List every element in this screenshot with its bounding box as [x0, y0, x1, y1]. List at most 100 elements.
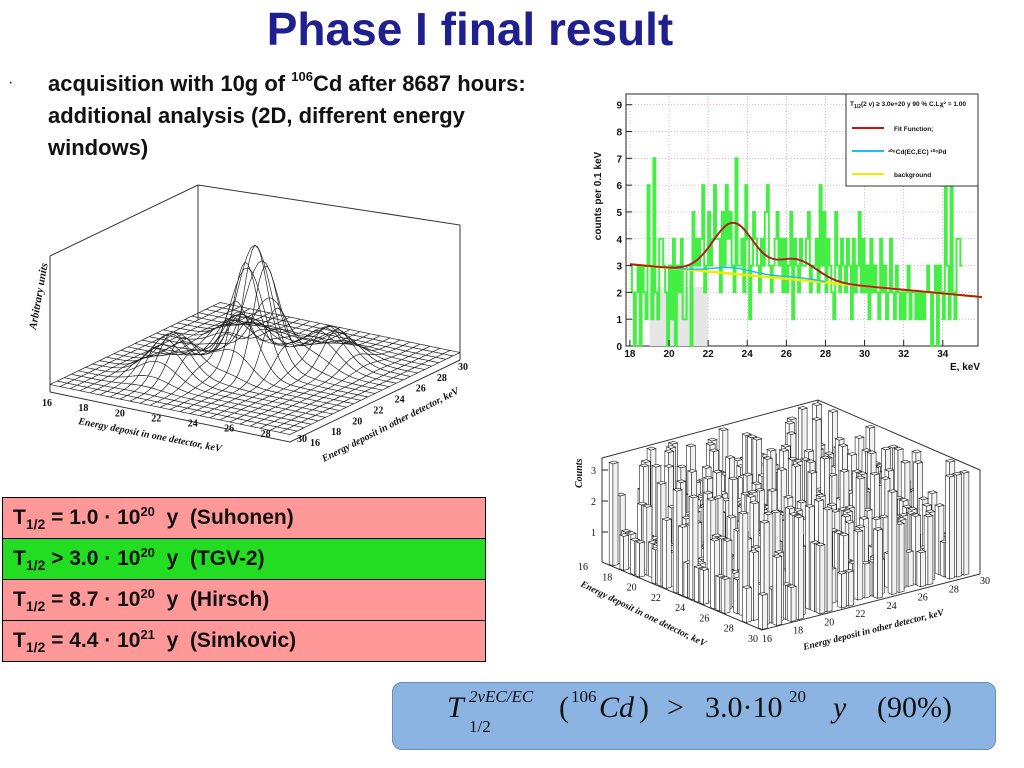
lego-bar-top: [907, 506, 918, 511]
surface-ylabel: Energy deposit in other detector, keV: [319, 385, 462, 465]
lego-bar-top: [945, 458, 956, 463]
formula-sub: 1/2: [469, 717, 491, 736]
lego-bar-front: [934, 504, 940, 576]
lego-bar-top: [672, 487, 683, 492]
surface-y-ticks: 16 18 20 22 24 26 28 30: [310, 362, 468, 449]
spectrum-x-tick-label: 28: [820, 349, 832, 360]
lego-bar-side: [898, 522, 905, 593]
lego-bar-top: [837, 507, 849, 511]
surface-y-tick-label: 24: [395, 395, 405, 406]
surface-mesh-line: [249, 343, 421, 427]
lego-bar-top: [663, 449, 675, 453]
spectrum-x-ticks: 18 20 22 24 26 28 30 32 34: [624, 340, 949, 360]
lego-bar-top: [923, 513, 934, 518]
spectrum-y-tick-label: 9: [616, 101, 622, 112]
lego-bar-top: [862, 507, 874, 512]
lego-bar-top: [840, 513, 852, 518]
lego-bar-top: [860, 560, 871, 565]
lego-bar-top: [749, 500, 760, 505]
lego-bar-top: [707, 437, 718, 442]
lego-bar-side: [639, 541, 645, 578]
result-cell: T1/2 = 1.0 · 1020 y (Suhonen): [2, 497, 486, 539]
surface-x-tick-label: 20: [115, 408, 125, 419]
lego-bar-top: [858, 516, 870, 520]
lego-bar-top: [804, 504, 816, 508]
spectrum-x-tick-label: 18: [624, 349, 636, 360]
lego-x-tick-label: 30: [748, 634, 758, 645]
surface-x-tick-label: 16: [42, 398, 52, 409]
lego-bar-front: [810, 541, 815, 613]
spectrum-x-tick-label: 22: [703, 349, 715, 360]
lego-bar-top: [854, 524, 866, 529]
spectrum-y-tick-label: 5: [616, 208, 622, 219]
lego-bar-top: [714, 573, 726, 578]
surface-mesh-line: [129, 318, 301, 402]
lego-bar-top: [738, 510, 749, 515]
lego-bar-front: [699, 568, 704, 605]
lego-bar-side: [848, 570, 855, 607]
lego-bar-side: [703, 568, 709, 605]
lego-bar-top: [636, 501, 648, 506]
lego-bar-side: [907, 550, 914, 587]
lego-bar-top: [887, 489, 898, 493]
legend-item-fit: Fit Function;: [894, 126, 933, 133]
lego-bar-front: [815, 543, 821, 615]
lego-bar-top: [823, 451, 835, 456]
lego-bar-top: [656, 481, 667, 485]
formula-exp: 20: [789, 687, 806, 706]
lego-bar-top: [713, 495, 725, 499]
lego-bar-top: [869, 471, 881, 476]
lego-bar-top: [711, 533, 723, 538]
lego-bar-top: [709, 537, 721, 542]
lego-z-tick-label: 2: [591, 497, 596, 508]
lego-bar-top: [871, 516, 882, 521]
lego-bar-top: [784, 420, 796, 425]
lego-bar-top: [915, 549, 927, 554]
lego-bar-top: [665, 445, 677, 449]
spectrum-signal-line: [668, 266, 826, 283]
lego-bar-top: [698, 567, 710, 571]
spectrum-y-tick-label: 2: [616, 288, 622, 299]
lego-bar-top: [815, 542, 826, 547]
lego-bar-top: [911, 449, 922, 454]
lego-bar-top: [855, 475, 866, 480]
lego-bar-top: [661, 517, 673, 521]
lego-bar-top: [809, 540, 821, 544]
surface-y-tick-label: 28: [437, 373, 447, 384]
lego-x-tick-label: 22: [651, 593, 661, 604]
lego-bar-top: [912, 460, 924, 464]
lego-bar-top: [803, 448, 815, 453]
lego-bar-top: [959, 469, 970, 474]
lego-bar-front: [662, 518, 667, 590]
lego-bar-top: [781, 582, 792, 586]
lego-bar-side: [798, 515, 804, 621]
lego-x-tick-label: 18: [602, 572, 612, 583]
formula-cl: (90%): [877, 691, 952, 724]
surface-mesh-line: [209, 325, 381, 419]
surface-mesh-line: [99, 312, 271, 396]
lego-bar-side: [891, 490, 898, 595]
lego-bar-top: [693, 564, 705, 569]
lego-bar-top: [790, 463, 802, 467]
lego-bar-top: [742, 472, 753, 477]
result-cell: T1/2 > 3.0 · 1020 y (TGV-2): [2, 538, 486, 580]
lego-bar-top: [766, 447, 777, 452]
lego-bar-top: [866, 450, 877, 455]
lego-bar-top: [741, 585, 753, 589]
lego-bar-side: [864, 562, 871, 599]
surface-mesh-line: [139, 320, 311, 404]
lego-bar-top: [827, 409, 839, 413]
lego-bar-side: [956, 473, 963, 578]
spectrum-y-tick-label: 7: [616, 154, 622, 165]
surface-x-tick-label: 30: [297, 434, 307, 445]
lego-bar-top: [746, 434, 758, 439]
lego-bar-front: [678, 525, 683, 596]
lego-bar-top: [663, 464, 675, 468]
legend-item-background: background: [894, 172, 931, 179]
lego-bar-top: [846, 452, 858, 456]
lego-bar-front: [720, 577, 726, 614]
lego-bar-top: [711, 469, 723, 474]
lego-z-ticks: 1 2 3: [591, 466, 608, 539]
lego-bar-top: [748, 549, 760, 553]
isotope-mass: 106: [291, 68, 313, 84]
